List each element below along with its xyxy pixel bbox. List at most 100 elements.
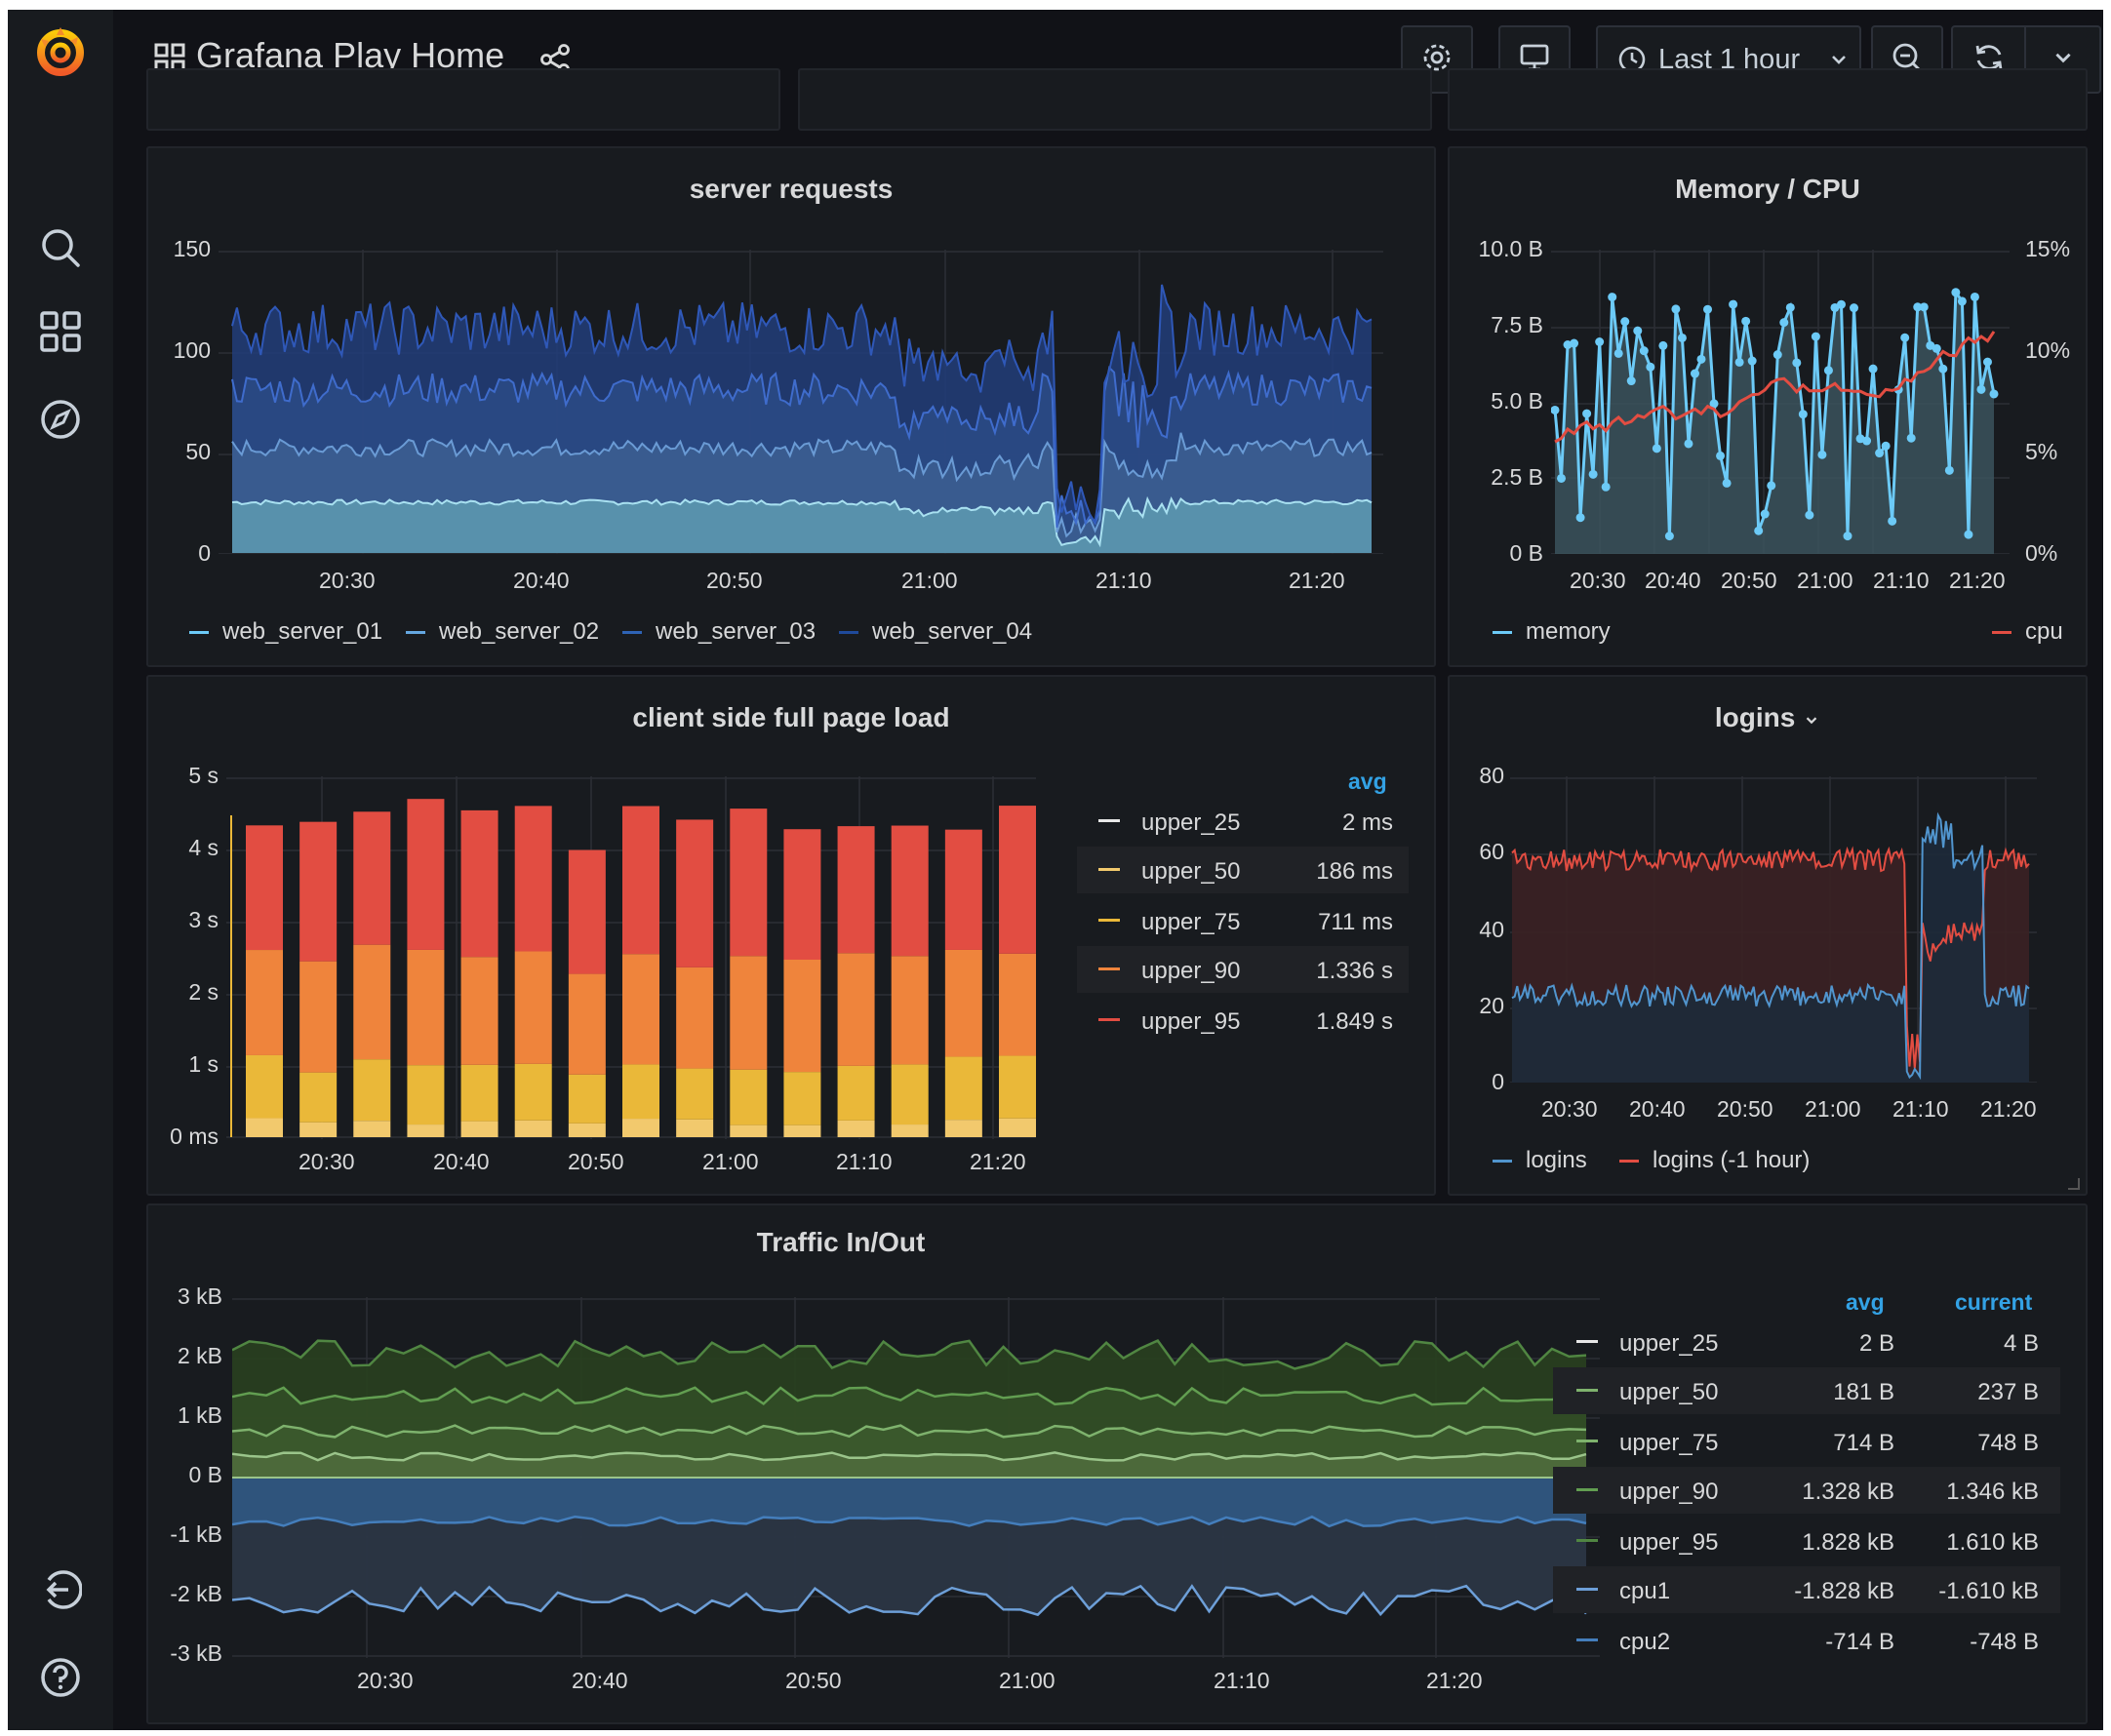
memory-point	[1570, 338, 1579, 348]
legend-item[interactable]: memory	[1493, 618, 1611, 646]
legend-current-value: -748 B	[1970, 1629, 2039, 1655]
search-icon[interactable]	[33, 220, 88, 275]
series-area	[232, 1452, 1586, 1478]
chevron-down-icon	[1829, 50, 1849, 69]
panel-traffic[interactable]: Traffic In/Out 3 kB 2 kB 1 kB 0 B -1 kB …	[146, 1203, 2088, 1724]
dashboards-icon[interactable]	[33, 304, 88, 359]
refresh-interval-dropdown[interactable]	[2026, 27, 2099, 92]
legend-row[interactable]: upper_25 2 B 4 B	[1553, 1319, 2060, 1365]
y-tick-label: 5.0 B	[1491, 388, 1543, 414]
bar-segment	[676, 819, 714, 967]
legend-item[interactable]: logins (-1 hour)	[1619, 1147, 1810, 1174]
legend-label: upper_25	[1141, 809, 1241, 836]
legend-column-header[interactable]: avg	[1348, 769, 1387, 794]
refresh-icon	[1972, 41, 2006, 79]
legend-row[interactable]: upper_50 186 ms	[1077, 847, 1409, 893]
memory-point	[1690, 369, 1699, 378]
resize-handle[interactable]	[2068, 1178, 2080, 1190]
legend-row[interactable]: upper_25 2 ms	[1077, 798, 1409, 845]
legend-row[interactable]: upper_90 1.328 kB 1.346 kB	[1553, 1467, 2060, 1514]
y-tick-label: 10.0 B	[1478, 236, 1544, 261]
compass-icon[interactable]	[33, 392, 88, 447]
memory-point	[1652, 444, 1661, 454]
legend-item[interactable]: web_server_01	[189, 618, 382, 646]
legend-row[interactable]: cpu1 -1.828 kB -1.610 kB	[1553, 1566, 2060, 1613]
x-tick-label: 20:30	[1570, 568, 1626, 593]
legend-item[interactable]: logins	[1493, 1147, 1587, 1174]
sign-out-icon[interactable]	[33, 1562, 88, 1617]
panel-title[interactable]: client side full page load	[632, 702, 950, 732]
panel-memory-cpu[interactable]: Memory / CPU 10.0 B 7.5 B 5.0 B 2.5 B 0 …	[1448, 146, 2088, 667]
y-tick-label: 80	[1479, 763, 1504, 788]
x-tick-label: 20:40	[433, 1149, 490, 1174]
x-tick-label: 21:00	[1797, 568, 1853, 593]
legend-item[interactable]: web_server_03	[622, 618, 816, 646]
memory-point	[1951, 288, 1961, 297]
legend-row[interactable]: upper_90 1.336 s	[1077, 946, 1409, 993]
legend-avg-value: -1.828 kB	[1794, 1578, 1894, 1604]
cpu-line	[1554, 331, 1996, 444]
bar-segment	[676, 1119, 714, 1137]
panel-page-load[interactable]: client side full page load 5 s 4 s 3 s 2…	[146, 675, 1436, 1196]
memory-point	[1868, 364, 1878, 374]
legend-row[interactable]: upper_75 711 ms	[1077, 897, 1409, 944]
y-tick-label: 0 B	[188, 1462, 222, 1487]
legend-label: web_server_01	[222, 618, 383, 645]
legend-column-header[interactable]: current	[1955, 1289, 2033, 1315]
bar-segment	[246, 825, 283, 951]
bar-segment	[783, 959, 821, 1073]
refresh-button[interactable]	[1953, 27, 2027, 92]
bar-segment	[783, 829, 821, 960]
help-icon[interactable]	[33, 1650, 88, 1705]
legend-row[interactable]: upper_50 181 B 237 B	[1553, 1367, 2060, 1414]
legend-row[interactable]: cpu2 -714 B -748 B	[1553, 1617, 2060, 1664]
legend-column-header[interactable]: avg	[1846, 1289, 1885, 1315]
panel-title[interactable]: Traffic In/Out	[756, 1227, 926, 1257]
bar-segment	[407, 1124, 445, 1137]
memory-point	[1601, 482, 1611, 492]
bar-segment	[246, 950, 283, 1055]
x-tick-label: 20:30	[1541, 1096, 1598, 1122]
memory-point	[1976, 384, 1986, 394]
memory-point	[1850, 303, 1859, 313]
memory-point	[1582, 409, 1592, 418]
panel-logins[interactable]: logins 80 60 40 20 0 20:30 20:40 20:50 2…	[1448, 675, 2088, 1196]
bar-segment	[622, 1064, 659, 1120]
memory-point	[1754, 526, 1764, 535]
x-tick-label: 20:40	[572, 1668, 628, 1693]
panel-title[interactable]: logins	[1450, 702, 2086, 735]
panel-server-requests[interactable]: server requests 150 100 50 0 20:30 20:40…	[146, 146, 1436, 667]
legend-label: web_server_03	[656, 618, 817, 645]
series-line	[1511, 846, 2030, 1069]
memory-point	[1639, 346, 1649, 356]
legend-row[interactable]: upper_95 1.828 kB 1.610 kB	[1553, 1518, 2060, 1564]
x-tick-label: 20:40	[1629, 1096, 1686, 1122]
grafana-logo[interactable]	[33, 23, 88, 78]
memory-point	[1919, 302, 1929, 312]
legend-item[interactable]: web_server_02	[406, 618, 599, 646]
page-load-plot	[226, 776, 1036, 1139]
bar-segment	[514, 951, 552, 1064]
legend-item[interactable]: cpu	[1992, 618, 2063, 646]
x-tick-label: 21:10	[1873, 568, 1930, 593]
legend-swatch	[1098, 967, 1120, 970]
series-line	[231, 366, 1373, 528]
sidebar	[8, 10, 113, 1730]
legend-row[interactable]: upper_95 1.849 s	[1077, 997, 1409, 1044]
memory-point	[1862, 436, 1872, 446]
legend-row[interactable]: upper_75 714 B 748 B	[1553, 1418, 2060, 1465]
memory-point	[1747, 356, 1757, 366]
bar-segment	[514, 806, 552, 952]
bar-segment	[891, 825, 929, 957]
panel-title[interactable]: Memory / CPU	[1675, 174, 1860, 204]
y-tick-label: -3 kB	[170, 1640, 222, 1666]
bar-segment	[999, 1055, 1036, 1119]
panel-title[interactable]: server requests	[689, 174, 894, 204]
legend-item[interactable]: web_server_04	[839, 618, 1032, 646]
bar-segment	[299, 1072, 338, 1123]
legend-current-value: 748 B	[1977, 1430, 2039, 1456]
legend-current-value: 237 B	[1977, 1379, 2039, 1405]
legend-avg-value: 186 ms	[1316, 858, 1393, 885]
bar-segment	[460, 1121, 498, 1137]
legend-avg-value: 1.336 s	[1316, 958, 1393, 984]
